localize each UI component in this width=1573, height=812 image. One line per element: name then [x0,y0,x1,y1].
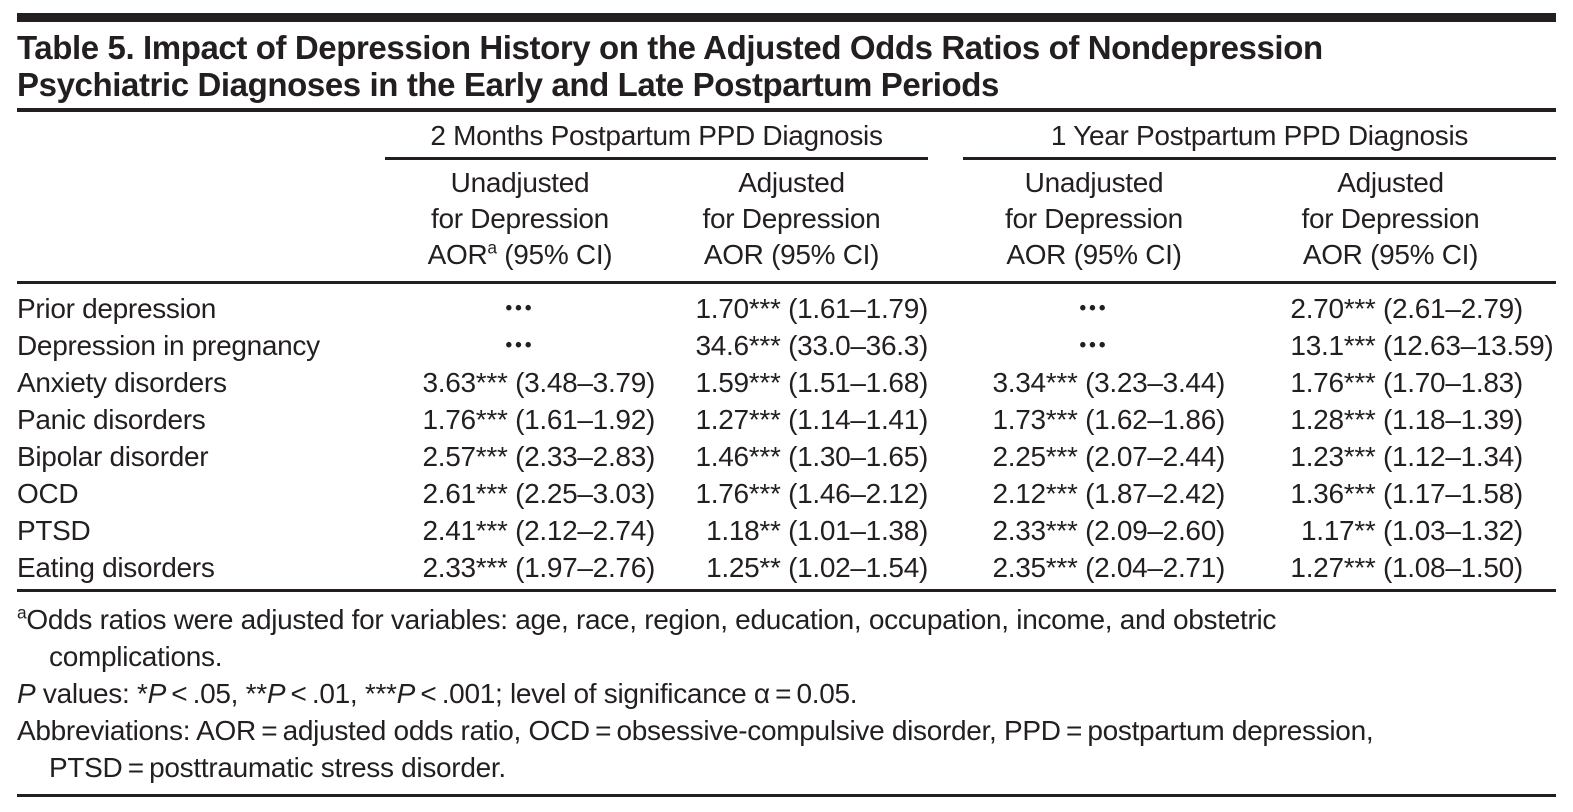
ellipsis: ••• [505,335,535,356]
cell-2mo-adjusted: 1.76*** (1.46–2.12) [695,478,929,509]
table-row-anxiety-disorders: Anxiety disorders 3.63*** (3.48–3.79) 1.… [17,364,1556,401]
row-label: Prior depression [17,293,217,324]
cell-2mo-unadjusted: 1.76*** (1.61–1.92) [422,404,656,435]
col-header-1yr-adjusted: Adjusted for Depression AOR (95% CI) [1225,158,1556,284]
table-row-panic-disorders: Panic disorders 1.76*** (1.61–1.92) 1.27… [17,401,1556,438]
cell-1yr-unadjusted: 2.35*** (2.04–2.71) [963,549,1225,592]
cell-2mo-adjusted: 1.70*** (1.61–1.79) [695,293,929,324]
ellipsis: ••• [505,298,535,319]
cell-1yr-adjusted: 1.36*** (1.17–1.58) [1290,478,1523,509]
cell-2mo-unadjusted: 2.41*** (2.12–2.74) [422,515,656,546]
table-row-ptsd: PTSD 2.41*** (2.12–2.74) 1.18** (1.01–1.… [17,512,1556,549]
gap-cell [928,158,963,284]
table-title-line1: Table 5. Impact of Depression History on… [17,29,1323,66]
footnote-a-continuation: complications. [49,641,223,672]
row-label: Eating disorders [17,549,385,592]
gap-cell [928,327,963,364]
cell-1yr-unadjusted: ••• [963,327,1225,364]
footnote-abbreviations: Abbreviations: AOR = adjusted odds ratio… [17,715,1374,746]
gap-cell [928,283,963,328]
table-title-line2: Psychiatric Diagnoses in the Early and L… [17,66,1000,103]
col-header-1yr-unadjusted: Unadjusted for Depression AOR (95% CI) [963,158,1225,284]
cell-2mo-unadjusted: 3.63*** (3.48–3.79) [422,367,656,398]
gap-cell [928,438,963,475]
cell-1yr-unadjusted: 2.33*** (2.09–2.60) [992,515,1226,546]
odds-ratio-table: 2 Months Postpartum PPD Diagnosis 1 Year… [17,116,1556,592]
col-header-2mo-unadjusted: Unadjusted for Depression AORa (95% CI) [385,158,655,284]
cell-1yr-adjusted: 1.17** (1.03–1.32) [1301,515,1523,546]
row-label: Bipolar disorder [17,441,209,472]
cell-1yr-adjusted: 2.70*** (2.61–2.79) [1290,293,1523,324]
col-group-2-months-postpartum: 2 Months Postpartum PPD Diagnosis [385,116,928,160]
cell-1yr-unadjusted: 1.73*** (1.62–1.86) [992,404,1226,435]
cell-2mo-adjusted: 34.6*** (33.0–36.3) [695,330,929,361]
cell-2mo-unadjusted: ••• [385,283,655,328]
footnote-p-values: P values: *P < .05, **P < .01, ***P < .0… [17,678,858,709]
table-row-prior-depression: Prior depression ••• 1.70*** (1.61–1.79)… [17,283,1556,328]
gap-cell [928,364,963,401]
column-group-header-row: 2 Months Postpartum PPD Diagnosis 1 Year… [17,116,1556,160]
title-divider-rule [17,108,1556,112]
cell-1yr-unadjusted: 2.25*** (2.07–2.44) [992,441,1226,472]
cell-1yr-adjusted: 13.1*** (12.63–13.59) [1290,330,1554,361]
cell-2mo-unadjusted: 2.61*** (2.25–3.03) [422,478,656,509]
ellipsis: ••• [1079,298,1109,319]
cell-1yr-adjusted: 1.23*** (1.12–1.34) [1290,441,1523,472]
cell-1yr-adjusted: 1.28*** (1.18–1.39) [1290,404,1523,435]
col-header-2mo-adjusted: Adjusted for Depression AOR (95% CI) [655,158,928,284]
row-label: Depression in pregnancy [17,330,320,361]
footnote-a: aOdds ratios were adjusted for variables… [17,602,1277,635]
row-label: Anxiety disorders [17,367,227,398]
cell-1yr-unadjusted: ••• [963,283,1225,328]
row-label: OCD [17,478,79,509]
gap-cell [928,512,963,549]
cell-2mo-adjusted: 1.25** (1.02–1.54) [655,549,928,592]
bottom-rule [17,794,1556,797]
cell-1yr-unadjusted: 2.12*** (1.87–2.42) [992,478,1226,509]
cell-1yr-adjusted: 1.76*** (1.70–1.83) [1290,367,1523,398]
cell-2mo-adjusted: 1.27*** (1.14–1.41) [695,404,929,435]
gap-cell [928,549,963,592]
table-title: Table 5. Impact of Depression History on… [17,29,1556,103]
stub-cell [17,158,385,284]
table-row-depression-in-pregnancy: Depression in pregnancy ••• 34.6*** (33.… [17,327,1556,364]
cell-2mo-adjusted: 1.18** (1.01–1.38) [706,515,928,546]
cell-2mo-unadjusted: 2.57*** (2.33–2.83) [422,441,656,472]
column-header-row: Unadjusted for Depression AORa (95% CI) Ad… [17,158,1556,284]
stub-cell [17,116,385,159]
cell-2mo-unadjusted: ••• [385,327,655,364]
top-bar-rule [17,13,1556,22]
row-label: Panic disorders [17,404,206,435]
footnotes: aOdds ratios were adjusted for variables… [17,601,1556,786]
cell-1yr-adjusted: 1.27*** (1.08–1.50) [1225,549,1556,592]
ellipsis: ••• [1079,335,1109,356]
cell-1yr-unadjusted: 3.34*** (3.23–3.44) [992,367,1226,398]
gap-cell [928,401,963,438]
table-row-bipolar-disorder: Bipolar disorder 2.57*** (2.33–2.83) 1.4… [17,438,1556,475]
cell-2mo-unadjusted: 2.33*** (1.97–2.76) [385,549,655,592]
gap-cell [928,116,963,159]
table-row-ocd: OCD 2.61*** (2.25–3.03) 1.76*** (1.46–2.… [17,475,1556,512]
footnote-abbreviations-continuation: PTSD = posttraumatic stress disorder. [49,752,506,783]
col-group-1-year-postpartum: 1 Year Postpartum PPD Diagnosis [963,116,1556,160]
footnote-a-marker: a [487,237,497,258]
cell-2mo-adjusted: 1.46*** (1.30–1.65) [695,441,929,472]
footnote-a-sup: a [17,602,27,623]
row-label: PTSD [17,515,91,546]
cell-2mo-adjusted: 1.59*** (1.51–1.68) [695,367,929,398]
table-row-eating-disorders: Eating disorders 2.33*** (1.97–2.76) 1.2… [17,549,1556,592]
gap-cell [928,475,963,512]
